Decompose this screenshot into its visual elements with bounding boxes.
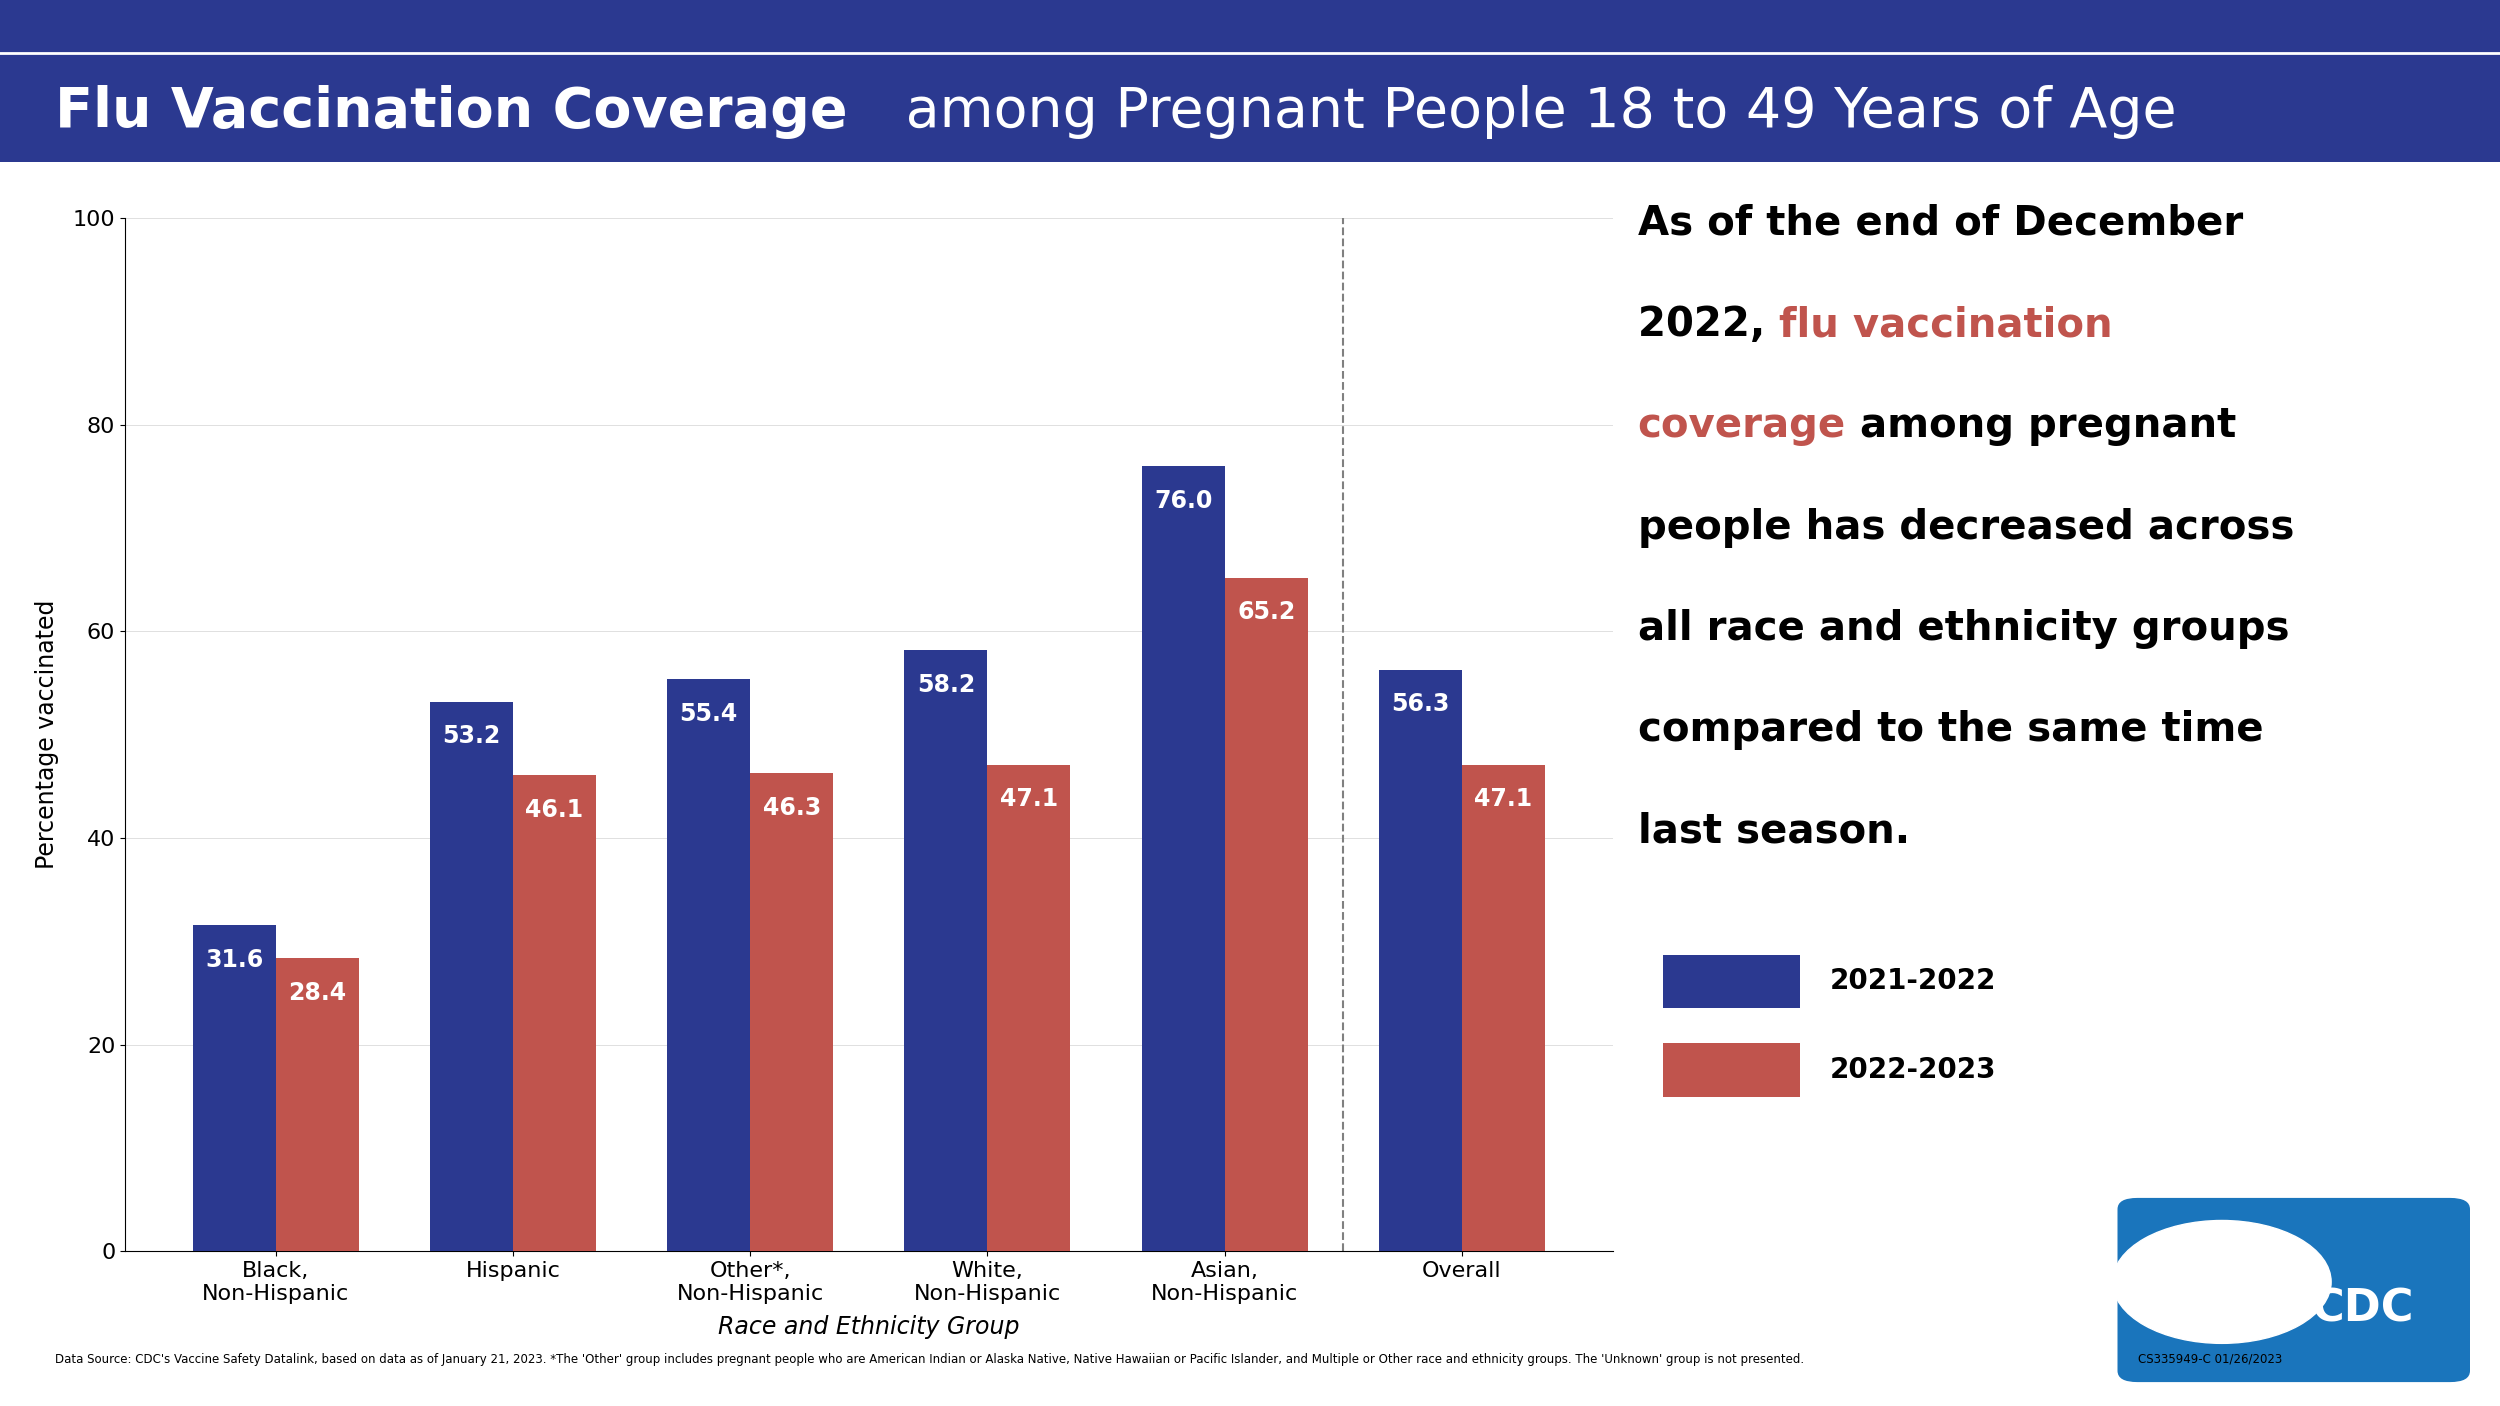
Text: Data Source: CDC's Vaccine Safety Datalink, based on data as of January 21, 2023: Data Source: CDC's Vaccine Safety Datali… (55, 1353, 1805, 1365)
Bar (1462, 765, 1545, 1251)
Text: As of the end of December: As of the end of December (1638, 204, 2242, 243)
X-axis label: Race and Ethnicity Group: Race and Ethnicity Group (718, 1316, 1020, 1340)
Bar (192, 925, 275, 1251)
Text: all race and ethnicity groups: all race and ethnicity groups (1638, 609, 2290, 648)
Text: last season.: last season. (1638, 811, 1910, 851)
Text: 53.2: 53.2 (442, 724, 500, 748)
Text: 31.6: 31.6 (205, 948, 262, 972)
Bar (668, 679, 750, 1251)
Text: coverage: coverage (1638, 406, 1845, 446)
Text: 65.2: 65.2 (1238, 600, 1295, 624)
Bar (275, 957, 358, 1251)
Text: 2022,: 2022, (1638, 305, 1780, 344)
Text: 2021-2022: 2021-2022 (1830, 967, 1998, 995)
Bar (512, 775, 595, 1251)
Text: 2022-2023: 2022-2023 (1830, 1056, 1998, 1084)
Text: people has decreased across: people has decreased across (1638, 508, 2295, 547)
Text: CS335949-C 01/26/2023: CS335949-C 01/26/2023 (2138, 1353, 2282, 1365)
Y-axis label: Percentage vaccinated: Percentage vaccinated (35, 600, 60, 869)
Text: compared to the same time: compared to the same time (1638, 710, 2262, 749)
Text: 28.4: 28.4 (288, 980, 345, 1004)
Text: 76.0: 76.0 (1155, 489, 1212, 513)
Text: 47.1: 47.1 (1475, 787, 1532, 811)
Text: 55.4: 55.4 (680, 702, 737, 725)
Bar (988, 765, 1070, 1251)
Bar (430, 702, 512, 1251)
Bar (750, 773, 833, 1251)
Text: CDC: CDC (2312, 1288, 2415, 1331)
Text: flu vaccination: flu vaccination (1780, 305, 2112, 344)
Text: 56.3: 56.3 (1390, 692, 1450, 716)
Bar (1225, 578, 1308, 1251)
Bar (1380, 669, 1462, 1251)
Bar (1142, 465, 1225, 1251)
Text: 46.1: 46.1 (525, 797, 582, 821)
Text: 46.3: 46.3 (762, 796, 820, 820)
Text: among Pregnant People 18 to 49 Years of Age: among Pregnant People 18 to 49 Years of … (888, 86, 2175, 139)
Bar (905, 650, 988, 1251)
Text: among pregnant: among pregnant (1845, 406, 2235, 446)
Text: Flu Vaccination Coverage: Flu Vaccination Coverage (55, 86, 848, 139)
Text: 47.1: 47.1 (1000, 787, 1058, 811)
Text: 58.2: 58.2 (918, 672, 975, 696)
